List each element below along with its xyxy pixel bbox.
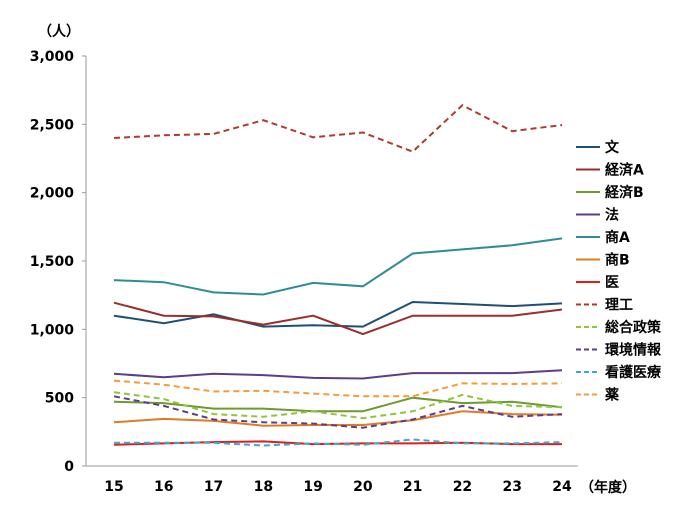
x-tick-label: 20 [353, 479, 373, 495]
series-line [113, 410, 563, 427]
y-tick-label: 1,000 [30, 322, 75, 338]
x-tick-label: 17 [204, 479, 223, 495]
series-line [113, 391, 563, 420]
legend-label: 薬 [605, 387, 619, 404]
legend-label: 法 [605, 207, 619, 224]
legend-label: 看護医療 [604, 364, 662, 381]
x-tick-label: 18 [254, 479, 273, 495]
legend-label: 理工 [605, 298, 633, 314]
y-tick-label: 3,000 [30, 49, 75, 65]
legend-label: 経済A [605, 162, 644, 179]
y-tick-label: 2,000 [30, 186, 75, 202]
series-line [113, 300, 563, 328]
series-line [113, 396, 563, 413]
legend-label: 医 [605, 275, 619, 291]
chart-series-group [113, 103, 563, 447]
series-line [113, 237, 563, 296]
y-tick-label: 2,500 [30, 117, 75, 133]
x-tick-label: 22 [453, 479, 472, 495]
y-tick-label: 1,500 [30, 254, 75, 270]
series-line [113, 369, 563, 380]
legend-label: 文 [605, 139, 620, 156]
series-line [113, 379, 563, 398]
y-tick-label: 500 [45, 391, 74, 407]
x-tick-label: 21 [403, 479, 422, 495]
series-line [113, 301, 563, 336]
legend-label: 商A [605, 229, 630, 246]
chart-axes: 0 500 1,000 1,500 2,000 2,500 3,000 15 16 17 18 19 2… [30, 49, 578, 495]
x-tick-label: 15 [104, 479, 123, 495]
x-tick-label: 24 [552, 479, 572, 495]
legend-label: 総合政策 [605, 319, 662, 336]
x-tick-label: 19 [303, 479, 322, 495]
legend-label: 商B [605, 252, 630, 269]
series-line [114, 438, 563, 447]
y-tick-label: 0 [64, 459, 74, 475]
x-unit-label: （年度） [580, 479, 636, 496]
legend-label: 経済B [605, 184, 644, 201]
y-unit-label: （人） [38, 23, 80, 40]
x-tick-label: 23 [502, 479, 521, 495]
legend-label: 環境情報 [605, 342, 662, 359]
x-tick-label: 16 [154, 479, 173, 495]
series-line [113, 103, 563, 153]
